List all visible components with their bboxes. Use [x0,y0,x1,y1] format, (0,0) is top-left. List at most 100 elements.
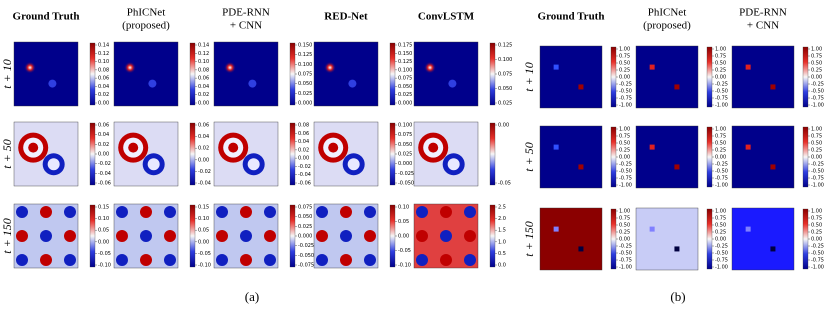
colorbar-tick-label: 0.150 [298,43,312,49]
wave-blob [364,230,376,242]
colorbar-tick-label: 1.00 [811,209,822,215]
colorbar-tick-label: 0.050 [498,86,512,92]
source-spot [48,79,57,88]
colorbar-tick-label: 0.000 [298,101,312,107]
colorbar-tick-label: -0.25 [811,82,824,88]
colorbar-tick-label: 0.75 [619,216,630,222]
colorbar [389,122,396,186]
colorbar-tick-label: 0.025 [498,101,512,107]
colorbar-tick-label: 0.00 [398,234,409,240]
colorbar-tick-label: 0.00 [811,155,822,161]
colorbar-tick-label: 0.00 [715,75,726,81]
colorbar-tick-label: 0.10 [98,59,109,65]
colorbar-tick-label: 0.02 [198,146,209,152]
colorbar-tick-label: 0.02 [98,92,109,98]
colorbar-tick-label: 0.025 [298,224,312,230]
colorbar [706,46,713,108]
colorbar-tick-label: 0.00 [811,237,822,243]
wave-ring [128,142,139,153]
wave-blob [116,206,128,218]
source-spot [124,61,136,74]
source-square [674,164,680,170]
wave-blob [464,254,476,266]
colorbar-tick-label: 0.50 [619,223,630,229]
colorbar [389,42,396,106]
colorbar-tick-label: -0.50 [811,251,824,257]
colorbar-tick-label: -0.050 [398,181,414,187]
wave-blob [64,206,76,218]
colorbar-tick-label: 0.50 [619,61,630,67]
colorbar-tick-label: 0.125 [498,43,512,49]
colorbar-tick-label: -0.75 [619,258,632,264]
colorbar-tick-label: -0.05 [498,181,511,187]
source-square [553,226,559,232]
source-square [745,226,751,232]
colorbar-tick-label: 0.00 [811,75,822,81]
source-square [553,64,559,70]
colorbar-tick-label: 0.50 [715,141,726,147]
colorbar-tick-label: 0.25 [715,148,726,154]
colorbar-tick-label: 0.000 [398,161,412,167]
colorbar-tick-label: 1.00 [811,47,822,53]
wave-blob [216,230,228,242]
wave-ring [47,158,60,171]
colorbar-tick-label: -0.50 [715,89,728,95]
colorbar-tick-label: 1.0 [498,239,506,245]
wave-blob [216,206,228,218]
colorbar-tick-label: 0.00 [715,155,726,161]
colorbar-tick-label: -0.50 [619,89,632,95]
source-spot [248,79,257,88]
colorbar-tick-label: 0.05 [198,228,209,234]
colorbar-tick-label: -0.75 [715,176,728,182]
colorbar-tick-label: -0.25 [811,162,824,168]
colorbar-tick-label: -1.00 [715,265,728,271]
field-image [539,45,603,109]
colorbar-tick-label: 1.00 [811,127,822,133]
caption-b: (b) [670,289,685,304]
colorbar-tick-label: 0.15 [198,205,209,211]
colorbar-tick-label: 2.5 [498,205,506,211]
colorbar-tick-label: 0.00 [619,155,630,161]
colorbar-tick-label: 0.000 [298,234,312,240]
wave-blob [340,254,352,266]
source-spot [424,61,436,74]
colorbar-tick-label: 0.075 [498,72,512,78]
wave-blob [16,254,28,266]
colorbar [189,204,196,268]
colorbar-tick-label: 0.050 [298,214,312,220]
wave-blob [16,206,28,218]
colorbar [802,208,809,270]
column-header: PDE-RNN [222,7,270,19]
colorbar-tick-label: 0.12 [198,51,209,57]
colorbar-tick-label: 1.00 [715,127,726,133]
field-image [539,207,603,271]
colorbar [489,42,496,106]
wave-blob [140,206,152,218]
field-image [313,41,379,107]
colorbar-tick-label: 0.06 [198,76,209,82]
colorbar-tick-label: -1.00 [715,183,728,189]
column-header: Ground Truth [13,11,80,23]
row-label: t + 50 [522,142,536,171]
wave-blob [316,254,328,266]
colorbar [610,46,617,108]
colorbar-tick-label: -0.75 [811,258,824,264]
colorbar-tick-label: 0.050 [398,84,412,90]
wave-blob [440,254,452,266]
field-image [413,41,479,107]
colorbar-tick-label: 0.10 [198,59,209,65]
field-image [13,41,79,107]
colorbar-tick-label: 0.25 [715,68,726,74]
wave-ring [347,158,360,171]
source-spot [324,61,336,74]
colorbar-tick-label: -0.50 [619,169,632,175]
colorbar [706,208,713,270]
column-header: (proposed) [122,20,170,32]
colorbar [489,204,496,268]
colorbar-tick-label: -0.04 [298,172,311,178]
colorbar-tick-label: 0.075 [298,205,312,211]
wave-blob [140,254,152,266]
colorbar-tick-label: -1.00 [619,265,632,271]
column-header: + CNN [230,20,262,32]
colorbar-tick-label: 0.00 [619,75,630,81]
